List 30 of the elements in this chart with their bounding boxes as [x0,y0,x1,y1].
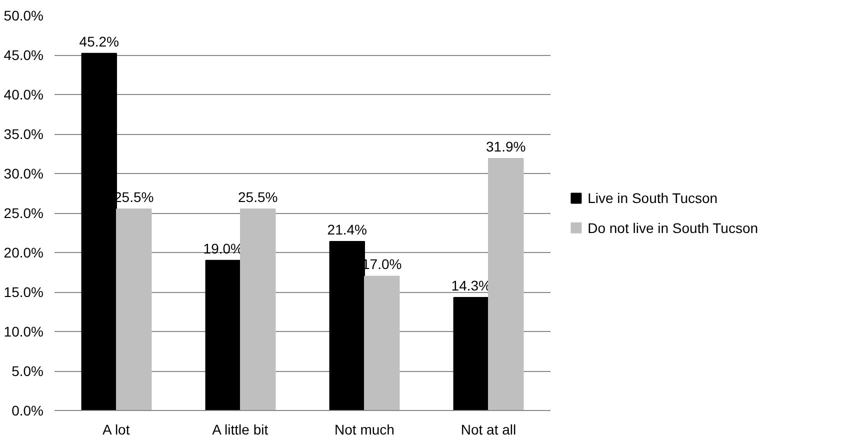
data-label: 45.2% [79,33,119,50]
data-label: 17.0% [362,256,402,272]
y-tick-label: 30.0% [4,166,44,182]
y-tick-label: 0.0% [12,402,44,418]
data-label: 31.9% [486,138,526,154]
x-tick-label: A little bit [212,422,268,438]
data-label: 25.5% [238,189,278,206]
y-tick-label: 20.0% [4,244,44,260]
bar [488,158,524,410]
y-tick-label: 10.0% [4,324,44,340]
legend-label: Do not live in South Tucson [588,220,758,236]
bar [240,208,276,410]
x-tick-label: A lot [102,422,130,438]
y-tick-label: 15.0% [4,284,44,300]
y-tick-label: 5.0% [12,363,44,379]
bar [364,276,400,410]
x-tick-label: Not much [334,422,394,438]
bar [205,260,241,410]
bar [81,52,117,410]
y-tick-label: 40.0% [4,86,44,102]
y-tick-label: 45.0% [4,47,44,63]
bar [116,208,152,410]
bar [329,240,365,410]
data-label: 21.4% [327,221,367,238]
x-tick-label: Not at all [460,422,516,438]
y-tick-label: 50.0% [4,8,44,24]
y-tick-label: 35.0% [4,126,44,142]
y-tick-label: 25.0% [4,205,44,221]
bar [453,297,489,410]
legend-label: Live in South Tucson [588,190,718,206]
